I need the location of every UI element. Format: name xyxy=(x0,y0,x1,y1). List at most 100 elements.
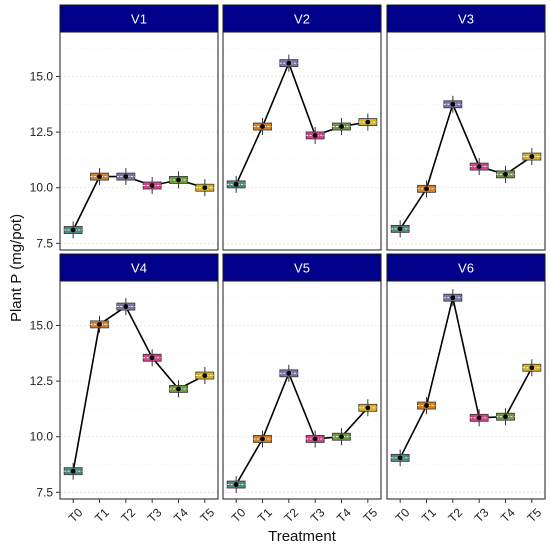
x-tick-label: T1 xyxy=(255,505,275,525)
x-tick-label: T1 xyxy=(92,505,112,525)
mean-point xyxy=(123,174,129,179)
panel-v6: V6 xyxy=(386,253,546,500)
panel-v4: V4 xyxy=(59,253,219,500)
panel-v1-plot-area xyxy=(60,32,218,250)
mean-point xyxy=(529,154,535,159)
mean-point xyxy=(97,321,102,327)
mean-point xyxy=(176,386,181,392)
panel-v1-box-t1 xyxy=(90,168,109,186)
panel-v6-strip xyxy=(386,253,546,282)
mean-point xyxy=(123,304,129,309)
mean-point xyxy=(339,434,344,440)
x-tick-label: T4 xyxy=(334,505,354,525)
panel-v5-strip-label: V5 xyxy=(294,261,310,276)
mean-point xyxy=(97,174,102,179)
y-axis-tick-labels: 7.5 10.0 12.5 15.0 7.5 10.0 12.5 15.0 xyxy=(30,69,60,499)
x-tick-label: T5 xyxy=(360,505,380,525)
y-tick-label: 12.5 xyxy=(30,125,54,139)
mean-point xyxy=(70,468,76,474)
y-tick-label: 7.5 xyxy=(36,485,53,499)
mean-point xyxy=(70,227,76,233)
mean-point xyxy=(260,124,265,129)
x-tick-label: T5 xyxy=(197,505,217,525)
panel-v2-strip xyxy=(222,4,382,33)
panel-v3-box-t3 xyxy=(469,158,489,176)
panel-v2-strip-label: V2 xyxy=(294,12,310,27)
x-tick-label: T2 xyxy=(445,505,465,525)
y-axis-title: Plant P (mg/pot) xyxy=(8,214,25,322)
mean-point xyxy=(397,226,403,232)
x-tick-label: T0 xyxy=(66,505,86,525)
mean-point xyxy=(529,365,535,371)
panel-v6-box-t5 xyxy=(522,359,542,377)
mean-point xyxy=(149,355,155,361)
mean-point xyxy=(476,164,482,169)
panel-v3: V3 xyxy=(386,4,546,251)
panel-v4-plot-area xyxy=(60,281,218,499)
panel-v1-box-t3 xyxy=(142,176,162,194)
panel-v3-plot-area xyxy=(387,32,545,250)
mean-point xyxy=(260,436,265,442)
panel-v5-box-t1 xyxy=(253,430,272,448)
panel-v3-box-t5 xyxy=(522,148,542,166)
panel-v3-strip xyxy=(386,4,546,33)
panel-v5-box-t5 xyxy=(358,399,378,417)
panel-v3-box-t2 xyxy=(443,95,463,113)
panel-v5-border xyxy=(222,280,382,500)
x-tick-label: T4 xyxy=(171,505,191,525)
y-tick-label: 7.5 xyxy=(36,236,53,250)
mean-point xyxy=(202,373,208,378)
panel-v1-strip-label: V1 xyxy=(131,12,147,27)
panel-v3-strip-label: V3 xyxy=(458,12,474,27)
panels-group: V1 V2 V3 V4 V5 V6 xyxy=(59,4,546,500)
mean-point xyxy=(503,414,508,420)
x-tick-label: T1 xyxy=(419,505,439,525)
panel-v3-box-t4 xyxy=(496,165,515,183)
panel-v1: V1 xyxy=(59,4,219,251)
mean-point xyxy=(339,124,344,129)
panel-v2-box-t4 xyxy=(332,118,351,136)
panel-v2-box-t5 xyxy=(358,113,378,131)
panel-v6-box-t3 xyxy=(469,409,489,427)
panel-v6-strip-label: V6 xyxy=(458,261,474,276)
panel-v5-box-t2 xyxy=(279,364,299,382)
mean-point xyxy=(286,60,292,66)
panel-v1-box-t4 xyxy=(169,171,188,189)
panel-v4-strip xyxy=(59,253,219,282)
panel-v5: V5 xyxy=(222,253,382,500)
panel-v5-trend-line xyxy=(235,371,369,485)
mean-point xyxy=(424,186,429,192)
x-tick-label: T3 xyxy=(145,505,165,525)
y-tick-label: 15.0 xyxy=(30,69,54,83)
mean-point xyxy=(233,181,239,187)
mean-point xyxy=(286,370,292,376)
x-tick-label: T2 xyxy=(118,505,138,525)
panel-v4-box-t3 xyxy=(142,349,162,367)
mean-point xyxy=(397,455,403,461)
x-tick-label: T3 xyxy=(308,505,328,525)
panel-v3-box-t0 xyxy=(390,220,410,238)
x-tick-label: T4 xyxy=(498,505,518,525)
y-tick-label: 12.5 xyxy=(30,374,54,388)
x-axis-tick-labels: T0 T1 T2 T3 T4 T5 T0 T1 T2 T3 T4 T5 T0 T1 T2 T3 T4 T5 xyxy=(66,499,544,525)
panel-v4-box-t1 xyxy=(90,315,109,333)
mean-point xyxy=(365,119,371,125)
y-tick-label: 15.0 xyxy=(30,318,54,332)
panel-v2-box-t1 xyxy=(253,118,272,136)
panel-v4-border xyxy=(59,280,219,500)
y-tick-label: 10.0 xyxy=(30,181,54,195)
panel-v4-strip-label: V4 xyxy=(131,261,147,276)
panel-v1-strip xyxy=(59,4,219,33)
panel-v3-border xyxy=(386,31,546,251)
panel-v2-box-t3 xyxy=(305,126,325,144)
mean-point xyxy=(503,171,508,177)
panel-v6-trend-line xyxy=(399,297,533,459)
panel-v2-box-t0 xyxy=(226,175,246,193)
panel-v4-box-t0 xyxy=(63,462,83,480)
y-tick-label: 10.0 xyxy=(30,430,54,444)
panel-v6-box-t0 xyxy=(390,449,410,467)
mean-point xyxy=(312,133,318,138)
mean-point xyxy=(365,405,371,411)
x-tick-label: T0 xyxy=(229,505,249,525)
mean-point xyxy=(233,482,239,487)
